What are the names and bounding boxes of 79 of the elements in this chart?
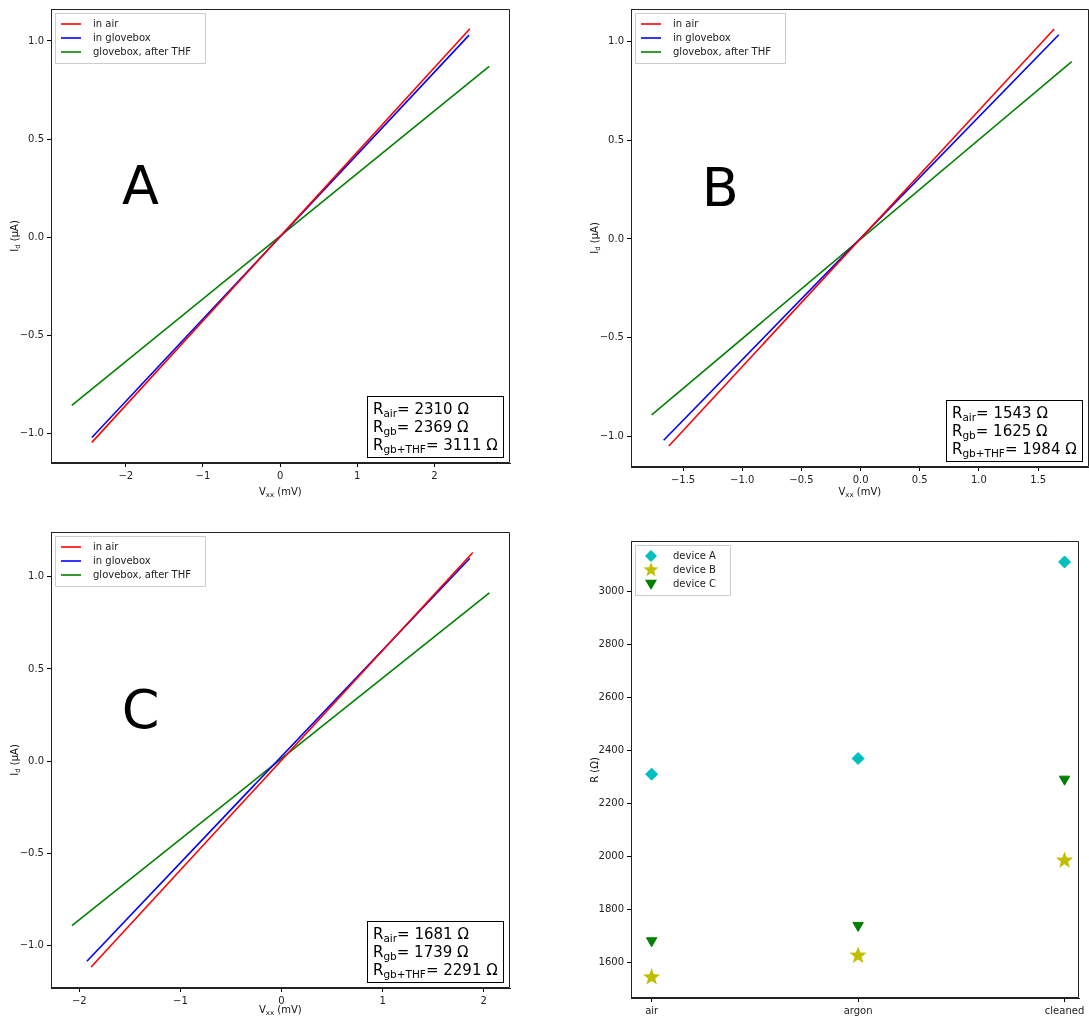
x-tick-label: 1.0 — [970, 473, 987, 485]
x-tick-label: 0 — [276, 469, 284, 481]
legend-label: device C — [673, 577, 717, 589]
y-tick-label: 2000 — [598, 849, 624, 861]
x-tick-label: −1 — [173, 994, 188, 1006]
legend-label: in air — [673, 17, 700, 29]
y-tick-label: 1.0 — [28, 34, 44, 46]
y-tick-label: 2400 — [598, 743, 624, 755]
legend-label: device A — [673, 549, 717, 561]
legend-label: glovebox, after THF — [93, 45, 192, 57]
annotation: R$_{gb}$= 1625 Ω — [952, 422, 1049, 442]
annotation: R$_{air}$= 2310 Ω — [373, 400, 470, 420]
y-tick-label: 1.0 — [28, 570, 44, 582]
y-tick-label: −1.0 — [599, 430, 624, 442]
x-axis-title: V$_{xx}$ (mV) — [259, 1004, 302, 1018]
x-tick-label: 1 — [379, 994, 386, 1006]
annotation: B — [701, 155, 745, 219]
annotation: C — [121, 678, 165, 742]
annotation: R$_{air}$= 1681 Ω — [373, 925, 470, 945]
point — [849, 946, 867, 963]
x-tick-label: −2 — [118, 469, 134, 481]
legend-label: device B — [673, 563, 717, 575]
x-tick-label: cleaned — [1044, 1004, 1085, 1016]
y-tick-label: −1.0 — [19, 426, 44, 438]
x-tick-label: 0.0 — [852, 473, 869, 485]
x-tick-label: argon — [843, 1004, 873, 1016]
legend-label: in air — [93, 540, 120, 552]
x-tick-label: −0.5 — [789, 473, 814, 485]
y-axis-title: R (Ω) — [588, 756, 600, 783]
x-tick-label: 1.5 — [1030, 473, 1047, 485]
y-tick-label: 2200 — [598, 796, 624, 808]
legend-label: glovebox, after THF — [673, 45, 772, 57]
y-tick-label: 0.0 — [28, 230, 44, 242]
y-tick-label: 1800 — [598, 902, 624, 914]
y-tick-label: 0.5 — [608, 133, 624, 145]
x-tick-label: air — [645, 1004, 660, 1016]
point — [1058, 775, 1071, 786]
annotation: A — [122, 154, 165, 218]
y-tick-label: −1.0 — [19, 939, 44, 951]
y-tick-label: −0.5 — [19, 328, 44, 340]
x-tick-label: −2 — [71, 994, 87, 1006]
x-tick-label: −1 — [195, 469, 211, 481]
x-tick-label: −1.5 — [670, 473, 696, 485]
legend-label: in air — [93, 17, 120, 29]
y-tick-label: 0.5 — [28, 662, 44, 674]
x-tick-label: 2 — [431, 469, 438, 481]
y-tick-label: −0.5 — [19, 847, 44, 859]
point — [643, 968, 661, 985]
annotation: R$_{gb}$= 2369 Ω — [373, 418, 470, 438]
y-tick-label: 1600 — [598, 955, 624, 967]
y-tick-label: −0.5 — [599, 331, 624, 343]
point — [852, 921, 864, 932]
x-tick-label: −1.0 — [730, 473, 755, 485]
y-tick-label: 0.5 — [28, 132, 44, 144]
y-tick-label: 0.0 — [608, 232, 624, 244]
point — [851, 752, 865, 766]
legend-label: glovebox, after THF — [93, 568, 192, 580]
x-axis-title: V$_{xx}$ (mV) — [838, 486, 882, 500]
point — [1055, 851, 1074, 868]
annotation: R$_{gb+THF}$= 2291 Ω — [373, 961, 498, 981]
x-tick-label: 0 — [278, 994, 285, 1006]
annotation: R$_{gb+THF}$= 1984 Ω — [952, 440, 1077, 460]
x-axis-title: V$_{xx}$ (mV) — [259, 486, 302, 500]
legend-label: in glovebox — [93, 554, 151, 566]
x-tick-label: 0.5 — [911, 473, 928, 485]
y-tick-label: 0.0 — [28, 754, 44, 766]
point — [1058, 555, 1072, 569]
annotation: R$_{gb}$= 1739 Ω — [373, 943, 470, 963]
annotation: R$_{air}$= 1543 Ω — [952, 404, 1049, 424]
y-tick-label: 3000 — [598, 584, 624, 596]
point — [645, 767, 659, 781]
annotation: R$_{gb+THF}$= 3111 Ω — [373, 436, 498, 456]
y-tick-label: 2600 — [598, 690, 624, 702]
y-tick-label: 1.0 — [608, 34, 624, 46]
x-tick-label: 1 — [354, 469, 361, 481]
x-tick-label: 2 — [480, 994, 487, 1006]
legend-label: in glovebox — [93, 31, 151, 43]
y-tick-label: 2800 — [598, 637, 624, 649]
legend-label: in glovebox — [673, 31, 731, 43]
